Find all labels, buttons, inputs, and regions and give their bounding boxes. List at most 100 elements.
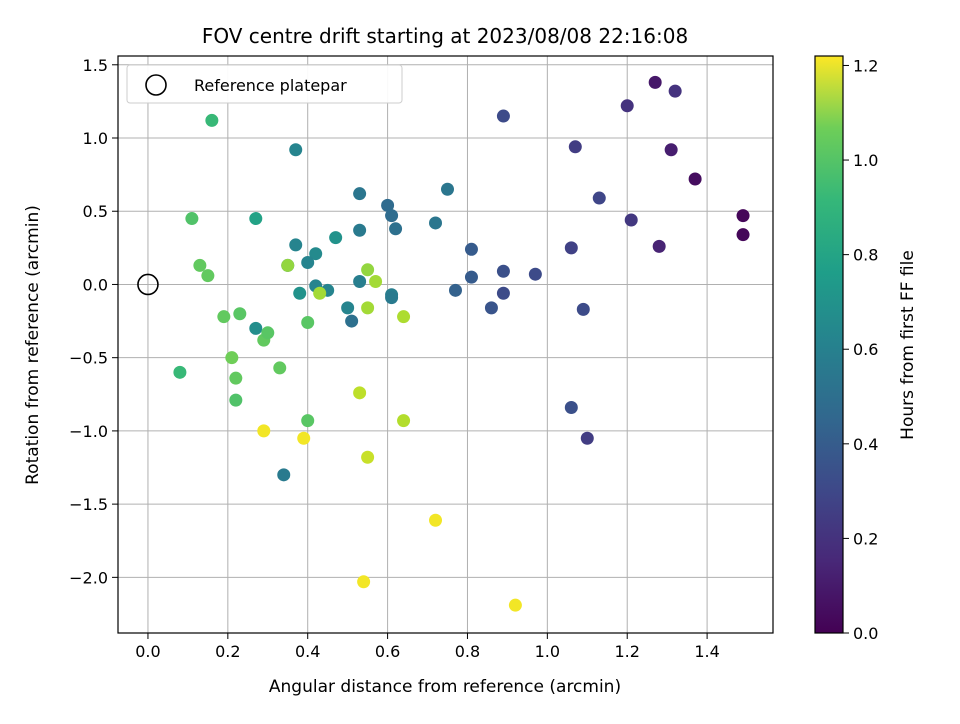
data-point [568, 140, 582, 154]
data-point [397, 414, 411, 428]
data-point [736, 228, 750, 242]
data-point [353, 386, 367, 400]
x-axis-ticks: 0.0 0.2 0.4 0.6 0.8 1.0 1.2 1.4 [135, 633, 720, 661]
data-point [201, 269, 215, 283]
data-point [277, 468, 291, 482]
data-point [440, 182, 454, 196]
data-point [361, 301, 375, 315]
legend: Reference platepar [126, 64, 403, 104]
data-point [229, 371, 243, 385]
x-tick-label: 0.2 [215, 642, 240, 661]
data-point [389, 222, 403, 236]
data-point [508, 598, 522, 612]
y-axis-label: Rotation from reference (arcmin) [23, 205, 43, 485]
y-tick-label: 0.0 [83, 275, 108, 294]
data-point [652, 239, 666, 253]
legend-marker [145, 74, 167, 96]
data-point [329, 231, 343, 245]
plot-area [118, 56, 773, 633]
data-point [620, 99, 634, 113]
data-point [648, 75, 662, 89]
chart-title: FOV centre drift starting at 2023/08/08 … [202, 24, 688, 48]
data-point [249, 321, 263, 335]
colorbar-tick-label: 1.2 [853, 56, 878, 75]
data-point [564, 400, 578, 414]
data-point [261, 326, 275, 340]
data-point [464, 242, 478, 256]
data-point [229, 393, 243, 407]
data-point [496, 109, 510, 123]
data-point [429, 216, 443, 230]
data-point [297, 431, 311, 445]
data-point [301, 316, 315, 330]
colorbar-tick-label: 0.4 [853, 435, 878, 454]
y-tick-label: 1.0 [83, 129, 108, 148]
data-point [592, 191, 606, 205]
data-point [385, 291, 399, 305]
data-point [385, 209, 399, 223]
data-point [205, 113, 219, 127]
x-tick-label: 1.0 [535, 642, 560, 661]
colorbar-ticks: 0.0 0.2 0.4 0.6 0.8 1.0 1.2 [843, 56, 878, 643]
reference-platepar-marker [137, 273, 159, 296]
x-tick-label: 0.4 [295, 642, 320, 661]
x-tick-label: 0.6 [375, 642, 400, 661]
data-point [736, 209, 750, 223]
colorbar-tick-label: 1.0 [853, 151, 878, 170]
data-point [353, 187, 367, 201]
plot-frame [117, 55, 774, 634]
data-point [580, 431, 594, 445]
data-point [564, 241, 578, 255]
data-point [576, 302, 590, 316]
data-point [345, 314, 359, 328]
y-tick-label: −2.0 [69, 568, 108, 587]
data-point [448, 283, 462, 297]
y-tick-label: 0.5 [83, 202, 108, 221]
data-point [624, 213, 638, 227]
y-tick-label: 1.5 [83, 56, 108, 75]
x-tick-label: 1.4 [694, 642, 719, 661]
x-tick-label: 0.8 [455, 642, 480, 661]
data-point [249, 212, 263, 226]
colorbar-label: Hours from first FF file [898, 250, 918, 440]
colorbar-tick-label: 0.8 [853, 246, 878, 265]
data-point [341, 301, 355, 315]
data-point [301, 255, 315, 269]
data-point [293, 286, 307, 300]
data-point [225, 351, 239, 365]
data-point [185, 212, 199, 226]
data-point [361, 450, 375, 464]
data-point [217, 310, 231, 324]
data-point [281, 258, 295, 272]
colorbar-tick-label: 0.0 [853, 624, 878, 643]
data-point [464, 270, 478, 284]
data-point [429, 513, 443, 527]
data-point [233, 307, 247, 321]
data-point [361, 263, 375, 277]
data-point [484, 301, 498, 315]
colorbar [814, 55, 844, 634]
y-axis-ticks: −2.0 −1.5 −1.0 −0.5 0.0 0.5 1.0 1.5 [69, 56, 118, 587]
data-point [496, 264, 510, 278]
x-tick-label: 1.2 [614, 642, 639, 661]
legend-entry-reference-platepar: Reference platepar [194, 76, 347, 95]
data-point [309, 247, 323, 261]
data-point [257, 424, 271, 438]
y-tick-label: −0.5 [69, 349, 108, 368]
data-point [353, 275, 367, 289]
y-tick-label: −1.5 [69, 495, 108, 514]
data-point [289, 238, 303, 252]
data-point [173, 365, 187, 379]
colorbar-tick-label: 0.2 [853, 529, 878, 548]
data-point [313, 286, 327, 300]
data-point [528, 267, 542, 281]
data-point [664, 143, 678, 157]
data-point [688, 172, 702, 186]
x-tick-label: 0.0 [135, 642, 160, 661]
data-point [353, 223, 367, 237]
data-point [357, 575, 371, 589]
data-point [668, 84, 682, 98]
data-point [193, 258, 207, 272]
colorbar-tick-label: 0.6 [853, 340, 878, 359]
